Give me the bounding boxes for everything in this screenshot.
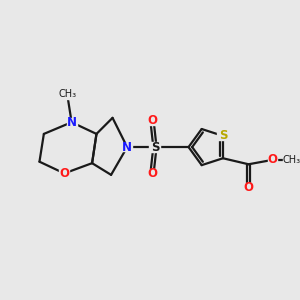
Bar (59, 90, 75, 98)
Text: CH₃: CH₃ (58, 89, 76, 100)
Bar (147, 169, 157, 178)
Text: S: S (219, 129, 227, 142)
Bar (244, 183, 254, 192)
Text: O: O (268, 153, 278, 167)
Bar (149, 142, 161, 152)
Text: S: S (151, 141, 159, 154)
Bar (122, 143, 132, 152)
Text: N: N (67, 116, 76, 129)
Text: O: O (147, 167, 157, 180)
Text: O: O (147, 114, 157, 127)
Bar (59, 169, 69, 178)
Text: N: N (122, 141, 132, 154)
Text: O: O (59, 167, 69, 180)
Bar (284, 156, 300, 164)
Bar (218, 131, 229, 140)
Bar (67, 118, 76, 127)
Bar (268, 155, 278, 164)
Text: O: O (244, 181, 254, 194)
Bar (147, 116, 157, 125)
Text: CH₃: CH₃ (283, 155, 300, 165)
